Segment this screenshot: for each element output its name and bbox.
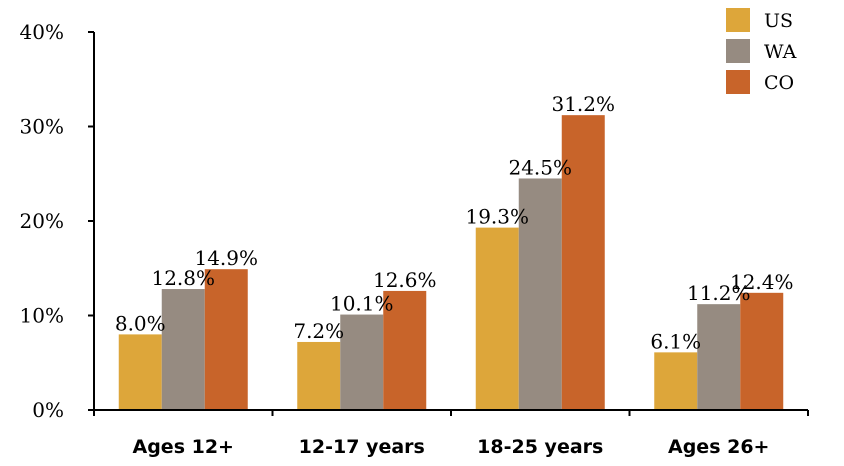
data-label-co-3: 12.4% — [730, 270, 794, 294]
bar-us-2 — [475, 227, 519, 410]
data-label-co-1: 12.6% — [373, 268, 437, 292]
bar-wa-0 — [161, 289, 205, 410]
x-category-label-0: Ages 12+ — [133, 436, 234, 458]
legend-label-wa: WA — [764, 41, 797, 63]
legend-label-co: CO — [764, 72, 794, 94]
y-tick-label-3: 30% — [20, 115, 64, 139]
data-label-wa-1: 10.1% — [330, 292, 394, 316]
data-label-us-1: 7.2% — [293, 319, 344, 343]
data-label-us-2: 19.3% — [465, 205, 529, 229]
data-label-wa-2: 24.5% — [508, 155, 572, 179]
bar-co-0 — [204, 269, 248, 410]
bar-us-3 — [654, 352, 698, 410]
y-tick-label-4: 40% — [20, 20, 64, 44]
data-label-us-0: 8.0% — [115, 311, 166, 335]
data-label-us-3: 6.1% — [650, 329, 701, 353]
x-category-label-2: 18-25 years — [477, 436, 603, 458]
legend-swatch-wa — [726, 39, 750, 63]
y-tick-label-2: 20% — [20, 209, 64, 233]
data-label-wa-3: 11.2% — [687, 281, 751, 305]
legend-swatch-us — [726, 8, 750, 32]
legend-swatch-co — [726, 70, 750, 94]
bar-wa-1 — [340, 314, 384, 410]
data-label-co-2: 31.2% — [551, 92, 615, 116]
x-category-label-1: 12-17 years — [299, 436, 425, 458]
bar-us-0 — [118, 334, 162, 410]
bar-wa-3 — [697, 304, 741, 410]
legend-label-us: US — [764, 10, 793, 32]
data-label-wa-0: 12.8% — [151, 266, 215, 290]
bar-wa-2 — [518, 178, 562, 410]
bar-co-2 — [561, 115, 605, 410]
data-label-co-0: 14.9% — [194, 246, 258, 270]
bar-co-1 — [383, 290, 427, 410]
y-tick-label-0: 0% — [32, 398, 64, 422]
y-tick-label-1: 10% — [20, 304, 64, 328]
bar-co-3 — [740, 292, 784, 410]
x-category-label-3: Ages 26+ — [668, 436, 769, 458]
bar-us-1 — [297, 341, 341, 410]
